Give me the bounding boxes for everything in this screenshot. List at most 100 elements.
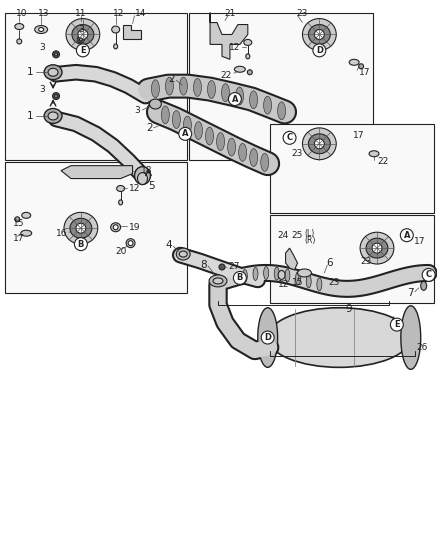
Text: 15: 15 [13, 219, 25, 228]
Ellipse shape [79, 38, 82, 41]
Text: 3: 3 [39, 85, 45, 94]
Ellipse shape [205, 127, 213, 145]
Ellipse shape [72, 25, 94, 44]
Text: 22: 22 [377, 157, 388, 166]
Circle shape [229, 93, 241, 106]
Text: 22: 22 [221, 71, 232, 80]
Ellipse shape [70, 219, 92, 238]
Ellipse shape [296, 272, 300, 285]
Ellipse shape [126, 239, 135, 248]
Bar [5, 13, 187, 160]
Text: 23: 23 [360, 256, 372, 265]
Text: C: C [426, 270, 432, 279]
Text: 17: 17 [414, 237, 425, 246]
Text: 14: 14 [134, 9, 146, 18]
Ellipse shape [48, 68, 58, 76]
Text: (R): (R) [304, 236, 316, 245]
Ellipse shape [274, 267, 279, 280]
Circle shape [74, 238, 87, 251]
Ellipse shape [78, 29, 88, 39]
Text: E: E [394, 320, 400, 329]
Ellipse shape [112, 26, 120, 33]
Ellipse shape [35, 26, 48, 34]
Text: 18: 18 [141, 166, 152, 175]
Text: 26: 26 [417, 343, 428, 352]
Text: 1: 1 [27, 67, 33, 77]
Bar [270, 124, 434, 213]
Text: 17: 17 [353, 131, 365, 140]
Text: 23: 23 [297, 9, 308, 18]
Ellipse shape [216, 133, 225, 150]
Ellipse shape [48, 112, 58, 120]
Text: 3: 3 [135, 107, 141, 116]
Ellipse shape [134, 167, 150, 184]
Ellipse shape [278, 270, 285, 279]
Ellipse shape [369, 151, 379, 157]
Circle shape [233, 271, 246, 285]
Text: A: A [232, 94, 238, 103]
Polygon shape [123, 25, 141, 39]
Ellipse shape [253, 268, 258, 280]
Ellipse shape [349, 59, 359, 65]
Text: 5: 5 [148, 181, 155, 190]
Text: 1: 1 [27, 111, 33, 121]
Ellipse shape [55, 94, 57, 98]
Text: A: A [182, 130, 188, 139]
Text: 17: 17 [359, 68, 371, 77]
Text: 10: 10 [16, 9, 28, 18]
Text: 3: 3 [78, 25, 84, 34]
Text: 12: 12 [113, 9, 124, 18]
Text: 16: 16 [56, 229, 67, 238]
Ellipse shape [372, 243, 382, 253]
Ellipse shape [208, 80, 215, 99]
Ellipse shape [222, 84, 230, 102]
Ellipse shape [317, 278, 322, 291]
Circle shape [313, 44, 326, 57]
Text: 20: 20 [115, 247, 126, 256]
Text: A: A [403, 231, 410, 240]
Ellipse shape [234, 66, 245, 72]
Ellipse shape [250, 91, 258, 109]
Bar [270, 215, 434, 303]
Text: 23: 23 [328, 278, 340, 287]
Ellipse shape [53, 51, 60, 58]
Ellipse shape [359, 64, 364, 69]
Ellipse shape [194, 122, 202, 140]
Circle shape [283, 131, 296, 144]
Ellipse shape [128, 241, 133, 246]
Text: 19: 19 [129, 223, 140, 232]
Circle shape [400, 229, 413, 241]
Ellipse shape [179, 251, 187, 257]
Ellipse shape [314, 139, 324, 149]
Ellipse shape [53, 93, 60, 100]
Text: 6: 6 [326, 258, 332, 268]
Ellipse shape [228, 138, 236, 156]
Ellipse shape [111, 223, 120, 232]
Text: 9: 9 [346, 304, 353, 314]
Ellipse shape [117, 185, 124, 191]
Ellipse shape [264, 266, 268, 279]
Circle shape [261, 331, 274, 344]
Ellipse shape [64, 212, 98, 244]
Ellipse shape [15, 217, 20, 222]
Ellipse shape [114, 44, 118, 49]
Text: 12: 12 [229, 43, 240, 52]
Circle shape [179, 127, 192, 140]
Ellipse shape [44, 109, 62, 124]
Text: 13: 13 [38, 9, 49, 18]
Ellipse shape [239, 143, 247, 161]
Ellipse shape [360, 232, 394, 264]
Ellipse shape [173, 110, 180, 128]
Polygon shape [61, 166, 133, 179]
Ellipse shape [401, 306, 421, 369]
Ellipse shape [246, 54, 250, 59]
Ellipse shape [366, 238, 388, 258]
Text: C: C [286, 133, 293, 142]
Circle shape [422, 269, 435, 281]
Ellipse shape [247, 70, 252, 75]
Ellipse shape [152, 80, 159, 98]
Text: 23: 23 [292, 149, 303, 158]
Ellipse shape [166, 77, 173, 95]
Text: 2: 2 [169, 74, 175, 84]
Ellipse shape [194, 78, 201, 96]
